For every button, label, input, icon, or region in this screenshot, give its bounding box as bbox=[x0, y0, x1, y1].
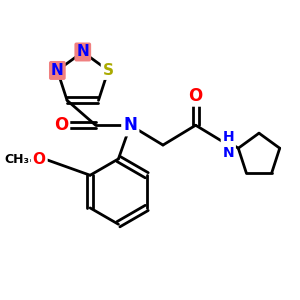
Text: H
N: H N bbox=[223, 130, 234, 160]
Text: S: S bbox=[103, 63, 114, 78]
Text: N: N bbox=[51, 63, 64, 78]
Text: O: O bbox=[33, 152, 46, 167]
Text: O: O bbox=[188, 86, 203, 104]
Text: N: N bbox=[123, 116, 137, 134]
Text: N: N bbox=[76, 44, 89, 59]
Text: O: O bbox=[54, 116, 68, 134]
Text: CH₃: CH₃ bbox=[4, 153, 29, 167]
